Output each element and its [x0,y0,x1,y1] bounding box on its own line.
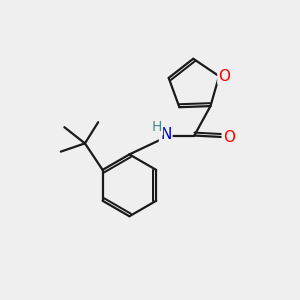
Text: O: O [223,130,235,145]
Text: O: O [218,69,230,84]
Text: N: N [160,128,171,142]
Text: H: H [152,120,162,134]
